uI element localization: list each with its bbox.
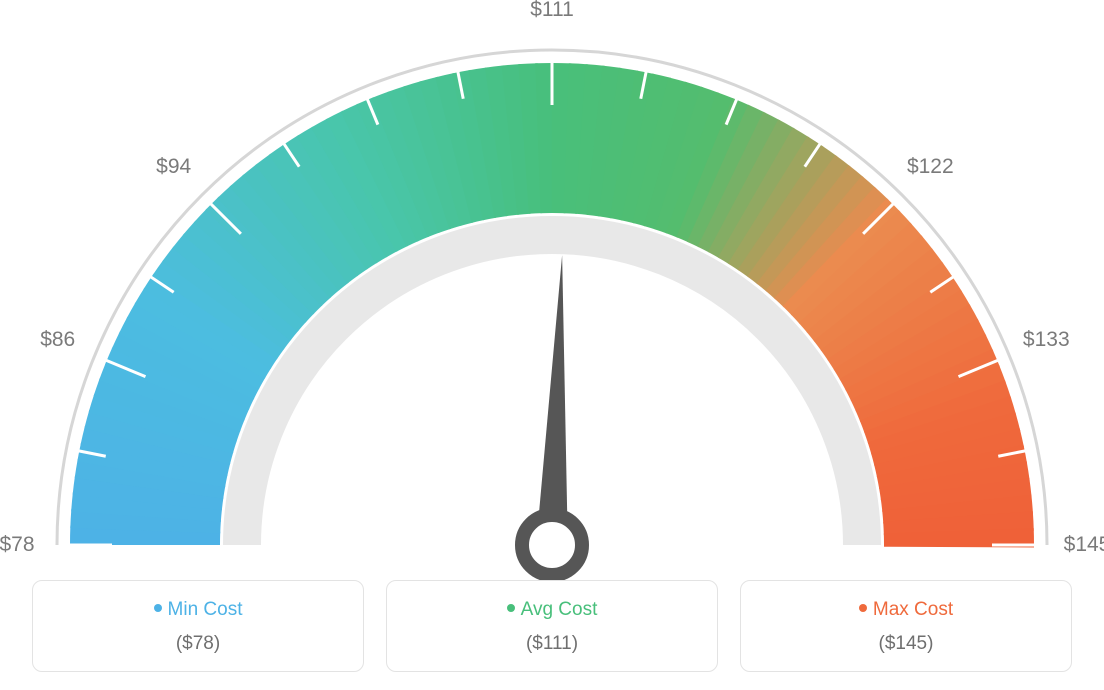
gauge-tick-label: $133 xyxy=(1023,328,1070,352)
legend-max-value: ($145) xyxy=(751,633,1061,655)
gauge-tick-label: $145 xyxy=(1064,533,1104,557)
legend-min-value: ($78) xyxy=(43,633,353,655)
legend-max-label: Max Cost xyxy=(873,599,953,620)
gauge-tick-label: $86 xyxy=(40,328,75,352)
legend-avg-value: ($111) xyxy=(397,633,707,655)
gauge-tick-label: $111 xyxy=(530,0,574,22)
legend-card-max: Max Cost ($145) xyxy=(740,580,1072,672)
legend-min-label: Min Cost xyxy=(168,599,243,620)
cost-gauge-chart: $78 $86 $94 $111 $122 $133 $145 xyxy=(0,0,1104,580)
legend-avg-dot xyxy=(507,604,515,612)
legend-avg-title: Avg Cost xyxy=(397,599,707,621)
legend-row: Min Cost ($78) Avg Cost ($111) Max Cost … xyxy=(32,580,1072,672)
legend-max-title: Max Cost xyxy=(751,599,1061,621)
legend-avg-label: Avg Cost xyxy=(521,599,598,620)
gauge-tick-label: $78 xyxy=(0,533,35,557)
gauge-tick-label: $94 xyxy=(156,155,191,179)
gauge-tick-label: $122 xyxy=(907,155,954,179)
legend-min-dot xyxy=(154,604,162,612)
legend-min-title: Min Cost xyxy=(43,599,353,621)
legend-max-dot xyxy=(859,604,867,612)
gauge-svg xyxy=(0,0,1104,580)
legend-card-min: Min Cost ($78) xyxy=(32,580,364,672)
legend-card-avg: Avg Cost ($111) xyxy=(386,580,718,672)
